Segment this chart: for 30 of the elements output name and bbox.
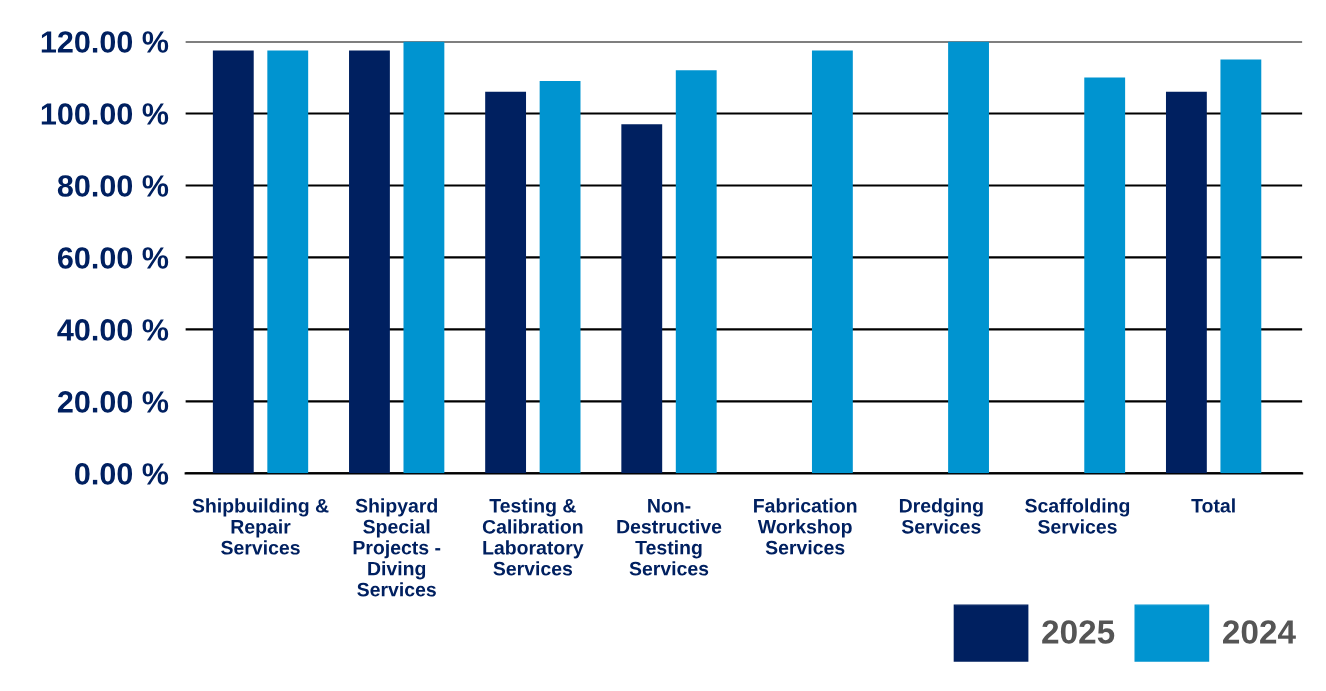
legend-label: 2025	[1042, 620, 1115, 644]
x-tick-label: Shipbuilding & Repair Services	[192, 498, 329, 555]
bar	[811, 50, 853, 474]
y-tick-label: 80.00 %	[57, 175, 169, 197]
bar	[349, 50, 390, 474]
y-tick-label: 20.00 %	[57, 391, 169, 413]
x-tick-label: Shipyard Special Projects - Diving Services	[353, 498, 441, 597]
bar	[212, 50, 254, 474]
bar	[948, 41, 989, 474]
bar	[539, 81, 581, 474]
y-tick-label: 0.00 %	[75, 463, 169, 485]
bar	[485, 91, 527, 474]
bar	[403, 41, 445, 474]
bar	[1165, 91, 1207, 474]
y-tick-label: 60.00 %	[57, 247, 169, 269]
bar	[1220, 59, 1262, 474]
x-tick-label: Non- Destructive Testing Services	[617, 499, 722, 576]
x-tick-label: Testing & Calibration Laboratory Services	[482, 498, 584, 576]
x-tick-label: Fabrication Workshop Services	[754, 498, 857, 555]
y-tick-label: 40.00 %	[57, 319, 169, 341]
legend-label: 2024	[1223, 620, 1296, 644]
bar	[267, 50, 309, 474]
bar	[621, 124, 663, 474]
x-tick-label: Scaffolding Services	[1025, 498, 1130, 534]
bar	[1084, 77, 1126, 474]
x-tick-label: Dredging Services	[899, 498, 983, 534]
y-tick-label: 120.00 %	[41, 31, 169, 53]
y-tick-label: 100.00 %	[41, 103, 169, 125]
bar	[675, 70, 717, 474]
x-tick-label: Total	[1191, 498, 1235, 513]
